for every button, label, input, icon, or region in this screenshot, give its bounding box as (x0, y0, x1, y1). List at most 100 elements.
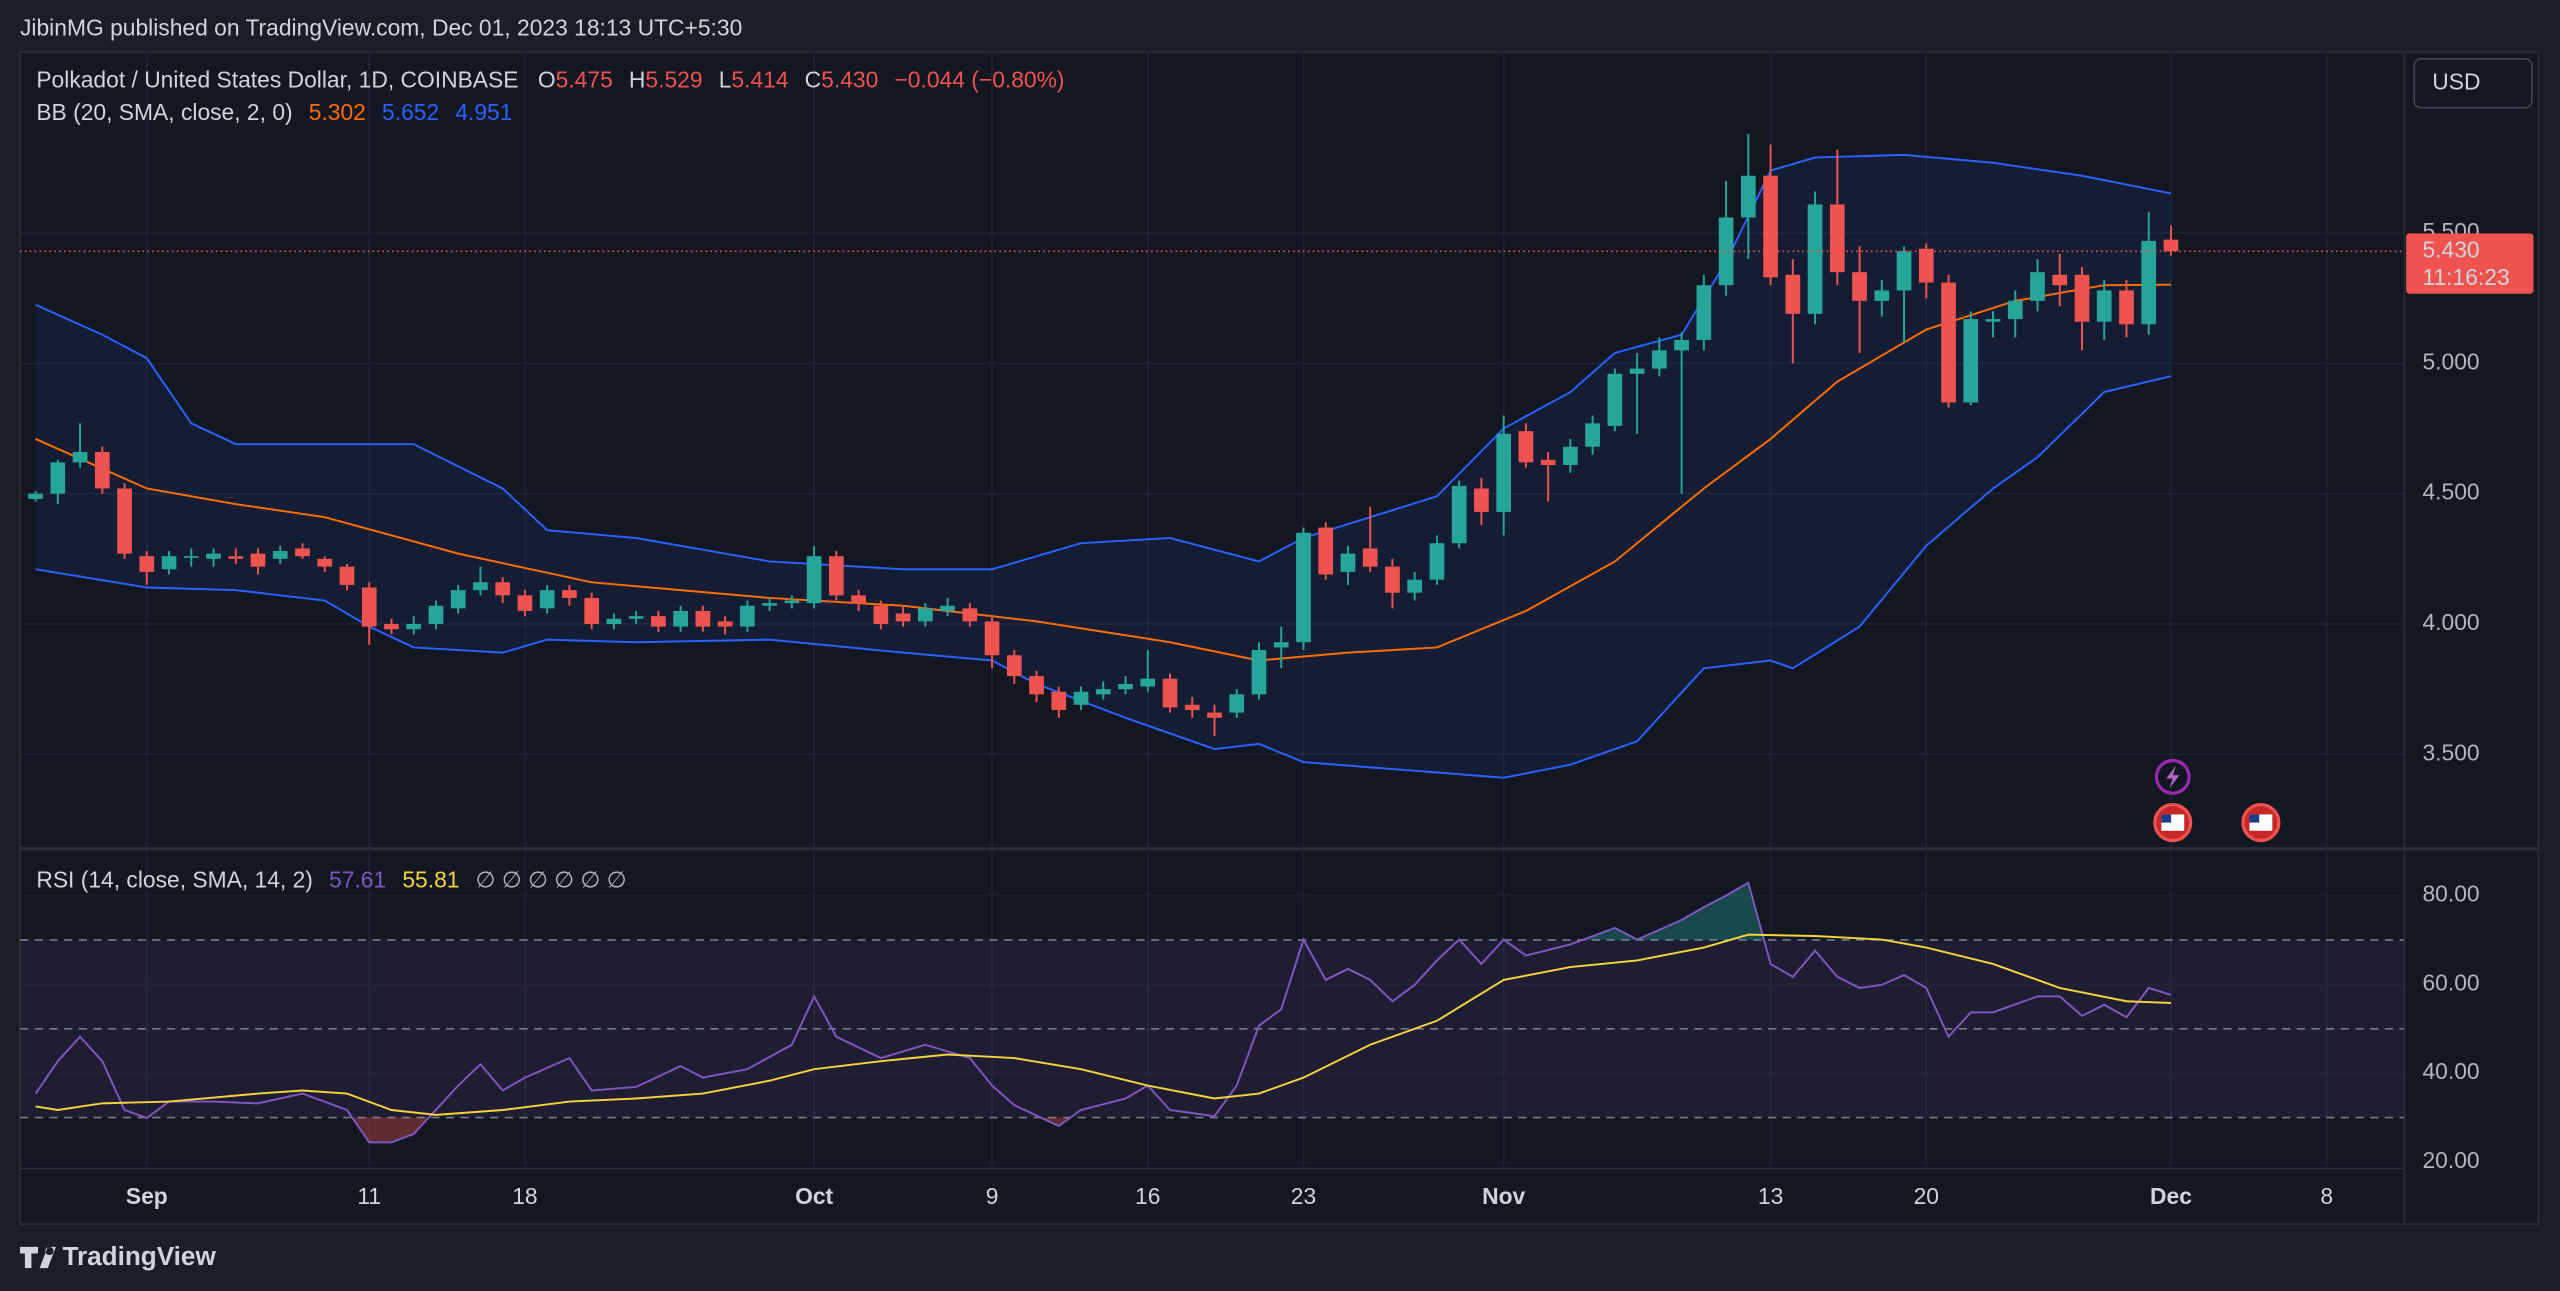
currency-button[interactable] (2413, 57, 2533, 109)
currency-label[interactable]: USD (2432, 68, 2480, 94)
candle-body (1474, 488, 1489, 512)
candle-body (873, 605, 889, 624)
candle-body (984, 621, 1000, 656)
change-value: −0.044 (−0.80%) (894, 67, 1064, 93)
publish-header: JibinMG published on TradingView.com, De… (20, 14, 742, 40)
bb-legend: BB (20, SMA, close, 2, 0) 5.302 5.652 4.… (36, 99, 512, 125)
y-tick-label: 20.00 (2422, 1147, 2479, 1173)
rsi-placeholders: ∅ ∅ ∅ ∅ ∅ ∅ (476, 866, 627, 892)
rsi-sma-value: 55.81 (402, 866, 459, 892)
x-tick-label: 16 (1135, 1183, 1160, 1209)
close-value: 5.430 (821, 67, 878, 93)
candle-body (1362, 548, 1378, 567)
candle-body (2007, 300, 2023, 320)
candle-body (473, 582, 488, 591)
candle-body (339, 566, 355, 585)
rsi-overbought-fill (35, 882, 2171, 940)
x-tick-label: 13 (1758, 1183, 1783, 1209)
bb-line (35, 153, 2172, 571)
last-price-label: 5.430 (2422, 236, 2479, 262)
y-tick-label: 80.00 (2422, 881, 2479, 907)
chart-frame (19, 51, 2540, 1225)
candle-body (1941, 282, 1956, 403)
candle-body (1140, 678, 1156, 687)
bb-line (35, 283, 2171, 662)
candle-body (2052, 274, 2068, 286)
candle-body (94, 451, 110, 489)
x-tick-label: Nov (1482, 1183, 1525, 1209)
candle-body (917, 608, 933, 622)
candle-body (1029, 676, 1044, 695)
bb-lower-value: 4.951 (455, 99, 512, 125)
candle-body (806, 556, 822, 604)
candle-body (1918, 248, 1934, 283)
candle-body (1518, 431, 1534, 463)
plot-layer (20, 134, 2405, 1144)
flag-canton (2249, 814, 2260, 823)
y-tick-label: 40.00 (2422, 1058, 2479, 1084)
candle-body (1229, 694, 1245, 713)
candle-body (1696, 285, 1712, 340)
rsi-value: 57.61 (329, 866, 386, 892)
bb-fill (35, 154, 2171, 778)
candle-body (1740, 175, 1756, 218)
bb-upper-value: 5.652 (382, 99, 439, 125)
candle-body (1051, 691, 1067, 710)
candle-body (962, 608, 978, 622)
candle-body (1540, 459, 1556, 466)
lightning-glyph (2166, 765, 2180, 789)
close-label: C (805, 67, 822, 93)
low-label: L (719, 67, 732, 93)
candle-body (361, 587, 377, 627)
low-value: 5.414 (731, 67, 788, 93)
candle-body (1451, 485, 1467, 544)
candle-body (562, 590, 577, 598)
rsi-legend: RSI (14, close, SMA, 14, 2) 57.61 55.81 … (36, 866, 626, 892)
candle-body (250, 553, 266, 567)
x-tick-label: Oct (795, 1183, 833, 1209)
candle-body (495, 582, 511, 596)
candle-body (1585, 423, 1600, 447)
candle-body (1896, 251, 1912, 291)
flag-canton (2161, 814, 2172, 823)
grid-layer (20, 52, 2405, 1169)
main-pane (28, 134, 2179, 779)
candle-body (1385, 566, 1400, 593)
candle-body (717, 621, 733, 627)
brand-logo (20, 1246, 56, 1269)
high-value: 5.529 (645, 67, 702, 93)
x-tick-label: 18 (512, 1183, 537, 1209)
x-tick-label: 9 (986, 1183, 999, 1209)
x-tick-label: 8 (2320, 1183, 2333, 1209)
rsi-title: RSI (14, close, SMA, 14, 2) (36, 866, 313, 892)
candle-body (517, 595, 533, 611)
x-tick-label: Dec (2150, 1183, 2192, 1209)
candle-body (206, 553, 221, 559)
bb-basis-value: 5.302 (309, 99, 366, 125)
candle-body (1852, 272, 1867, 301)
candle-body (295, 548, 310, 557)
open-value: 5.475 (556, 67, 613, 93)
candle-body (1318, 527, 1334, 575)
candle-body (450, 590, 466, 609)
candle-body (651, 616, 666, 627)
candle-body (1963, 319, 1979, 403)
candle-body (272, 551, 288, 559)
candle-body (606, 618, 622, 624)
candle-body (740, 605, 755, 627)
candle-body (2163, 239, 2179, 252)
candle-body (784, 600, 800, 604)
candle-body (117, 488, 132, 554)
candle-body (2119, 290, 2134, 325)
candle-body (1118, 683, 1133, 690)
candle-body (1207, 712, 1222, 718)
symbol-title: Polkadot / United States Dollar, 1D, COI… (36, 67, 518, 93)
candle-body (1607, 373, 1623, 426)
bb-line (35, 375, 2172, 779)
last-price-tag (2406, 233, 2534, 294)
candle-body (539, 590, 555, 609)
candle-body (72, 451, 88, 463)
candle-body (1785, 274, 1801, 314)
price-legend: Polkadot / United States Dollar, 1D, COI… (36, 67, 1064, 93)
